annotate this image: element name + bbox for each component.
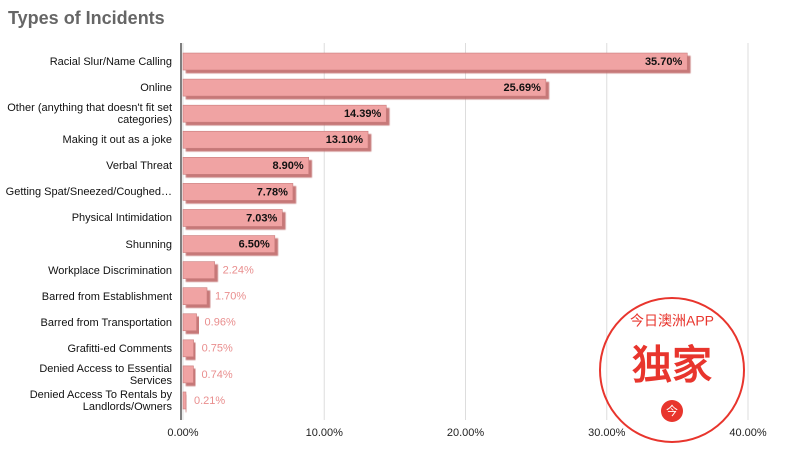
y-tick-label: Making it out as a joke <box>62 134 172 147</box>
data-label: 0.21% <box>194 395 225 407</box>
bar <box>182 313 197 332</box>
x-tick-label: 20.00% <box>447 427 485 439</box>
data-label: 8.90% <box>273 160 304 172</box>
y-tick-label: Workplace Discrimination <box>48 264 172 277</box>
y-tick-label: Barred from Establishment <box>41 290 172 303</box>
data-label: 7.03% <box>246 212 277 224</box>
x-tick-label: 40.00% <box>729 427 767 439</box>
bar <box>182 52 688 71</box>
y-tick-label: Other (anything that doesn't fit set cat… <box>7 102 172 127</box>
y-tick-label: Denied Access to Essential Services <box>39 362 172 387</box>
data-label: 13.10% <box>326 134 364 146</box>
y-tick-label: Getting Spat/Sneezed/Coughed… <box>5 186 172 199</box>
x-tick-label: 30.00% <box>588 427 626 439</box>
bar <box>182 209 283 227</box>
y-tick-label: Verbal Threat <box>106 160 172 173</box>
bar <box>182 287 208 305</box>
bar <box>182 104 387 123</box>
bar <box>182 365 194 384</box>
watermark-main: 独家 <box>632 344 712 388</box>
data-label: 0.74% <box>201 369 232 381</box>
bar <box>182 78 547 97</box>
data-label: 1.70% <box>215 291 246 303</box>
bar <box>182 157 310 175</box>
y-tick-label: Denied Access To Rentals by Landlords/Ow… <box>29 388 172 413</box>
watermark-icon-bg <box>661 400 683 422</box>
y-tick-label: Barred from Transportation <box>40 316 172 329</box>
bar <box>182 339 194 358</box>
data-label: 7.78% <box>257 186 288 198</box>
y-tick-label: Grafitti-ed Comments <box>67 342 172 355</box>
data-label: 6.50% <box>239 238 270 250</box>
y-tick-label: Online <box>140 82 172 95</box>
bar <box>182 391 187 410</box>
bar <box>182 261 215 279</box>
data-label: 0.96% <box>205 317 236 329</box>
chart-title: Types of Incidents <box>8 8 165 28</box>
y-tick-label: Shunning <box>125 238 173 251</box>
x-tick-label: 0.00% <box>167 427 198 439</box>
watermark-top: 今日澳洲APP <box>630 313 714 329</box>
x-tick-label: 10.00% <box>306 427 344 439</box>
watermark: 今日澳洲APP 独家 今 <box>599 297 745 443</box>
data-label: 0.75% <box>202 343 233 355</box>
bar <box>182 235 276 253</box>
y-tick-label: Physical Intimidation <box>71 212 172 225</box>
watermark-icon: 今 <box>666 403 678 418</box>
data-label: 14.39% <box>344 108 382 120</box>
data-label: 25.69% <box>504 82 542 94</box>
bar <box>182 183 294 201</box>
bar <box>182 130 369 149</box>
data-label: 2.24% <box>223 265 254 277</box>
watermark-ring <box>599 297 745 443</box>
data-label: 35.70% <box>645 56 683 68</box>
y-tick-label: Racial Slur/Name Calling <box>49 56 172 69</box>
